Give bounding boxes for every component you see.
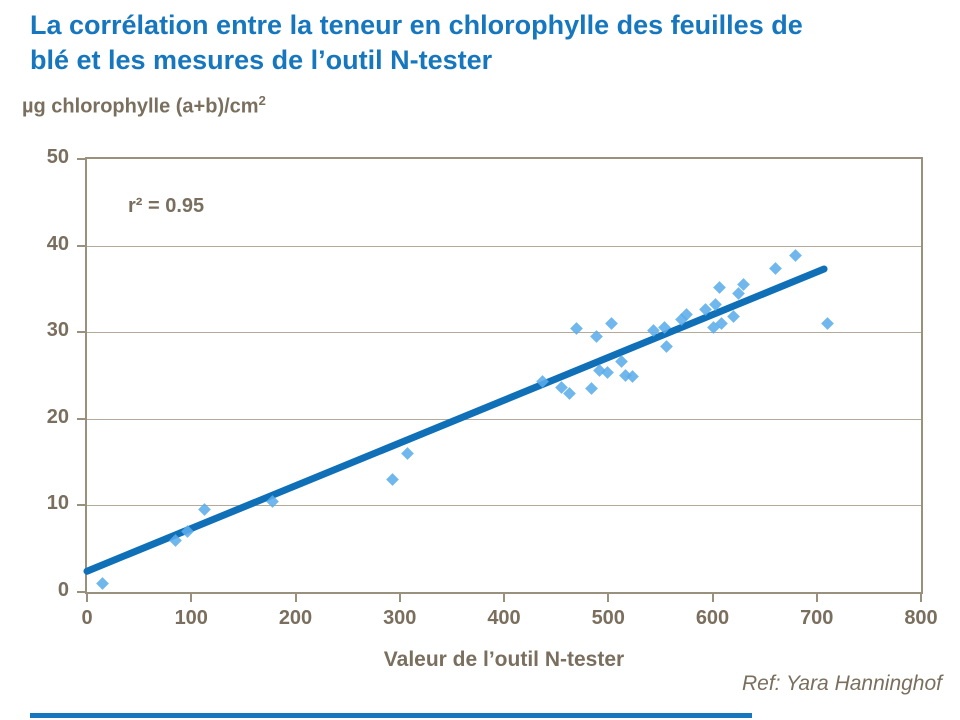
y-tick-label: 10 xyxy=(46,492,69,515)
x-tick-mark xyxy=(920,594,922,602)
footer-accent-bar xyxy=(30,713,752,718)
y-axis-label-superscript: 2 xyxy=(258,93,266,108)
x-tick-mark xyxy=(711,594,714,602)
y-tick-mark xyxy=(77,417,85,420)
y-tick-mark xyxy=(77,504,85,507)
x-tick-mark xyxy=(190,594,193,602)
x-tick-label: 400 xyxy=(487,607,521,629)
y-axis-label-text: µg chlorophylle (a+b)/cm xyxy=(22,95,259,118)
page-title: La corrélation entre la teneur en chloro… xyxy=(30,10,803,75)
x-tick-label: 800 xyxy=(904,607,938,629)
x-tick-label: 700 xyxy=(800,607,834,629)
y-axis-label: µg chlorophylle (a+b)/cm2 xyxy=(22,93,266,119)
x-tick-label: 600 xyxy=(695,607,730,629)
plot-frame xyxy=(85,157,923,594)
x-tick-label: 0 xyxy=(81,607,93,629)
gridline xyxy=(87,332,921,334)
y-tick-mark xyxy=(77,331,85,334)
y-tick-label: 40 xyxy=(46,232,69,255)
x-tick-mark xyxy=(86,594,88,602)
gridline xyxy=(87,505,921,507)
gridline xyxy=(87,245,921,247)
y-tick-label: 0 xyxy=(57,579,69,601)
x-tick-label: 300 xyxy=(383,607,417,629)
y-tick-mark xyxy=(77,158,85,160)
x-tick-mark xyxy=(815,594,818,602)
gridline xyxy=(87,418,921,420)
r-squared-annotation: r² = 0.95 xyxy=(128,195,205,217)
trend-line xyxy=(83,265,828,575)
y-tick-label: 30 xyxy=(46,319,69,342)
x-axis-title: Valeur de l’outil N-tester xyxy=(383,648,625,671)
reference-credit: Ref: Yara Hanninghof xyxy=(741,672,942,695)
x-tick-label: 200 xyxy=(278,607,313,629)
x-tick-mark xyxy=(294,594,297,602)
x-tick-label: 100 xyxy=(174,607,208,629)
y-tick-label: 20 xyxy=(46,405,69,428)
x-tick-label: 500 xyxy=(591,607,625,629)
x-tick-mark xyxy=(398,594,401,602)
y-tick-mark xyxy=(77,244,85,247)
x-tick-mark xyxy=(607,594,610,602)
y-tick-label: 50 xyxy=(46,146,69,168)
y-tick-mark xyxy=(77,591,85,593)
x-tick-mark xyxy=(503,594,505,602)
